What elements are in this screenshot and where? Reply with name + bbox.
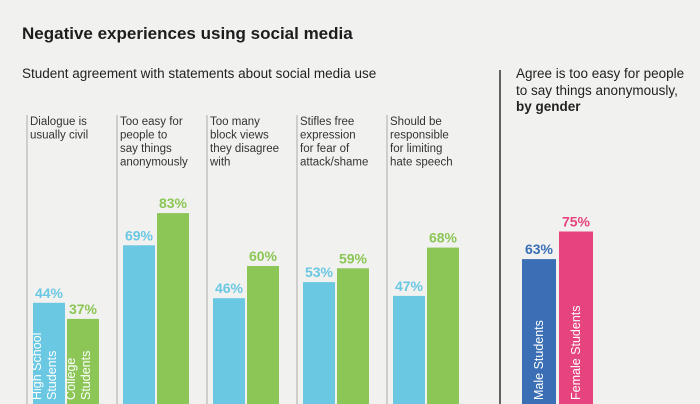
bar	[157, 213, 189, 404]
category-label: for limiting	[390, 143, 442, 155]
data-label: 53%	[305, 264, 334, 280]
chart-subtitle: Student agreement with statements about …	[22, 66, 377, 81]
data-label: 46%	[215, 280, 244, 296]
category-label: responsible	[390, 130, 449, 142]
data-label: 47%	[395, 278, 424, 294]
bar	[337, 268, 369, 404]
series-label: Students	[45, 351, 59, 400]
category-label: they disagree	[210, 143, 279, 155]
bar	[123, 245, 155, 404]
bar	[33, 302, 65, 404]
category-label: expression	[300, 130, 356, 142]
gender-subtitle-line-3: by gender	[516, 99, 581, 114]
category-label: Stifles free	[300, 116, 354, 128]
bar	[559, 231, 593, 404]
bar	[67, 318, 99, 404]
category-label: Dialogue is	[30, 116, 87, 128]
category-label: anonymously	[120, 157, 188, 169]
data-label: 69%	[125, 227, 154, 243]
series-label: Male Students	[532, 320, 546, 400]
bar	[247, 266, 279, 404]
gender-subtitle-line-1: Agree is too easy for people	[516, 66, 685, 81]
chart-title: Negative experiences using social media	[22, 24, 353, 43]
category-label: hate speech	[390, 157, 453, 169]
category-label: Too easy for	[120, 116, 183, 128]
category-label: with	[209, 157, 230, 169]
bar	[213, 298, 245, 404]
category-label: say things	[120, 143, 172, 155]
data-label: 60%	[249, 248, 278, 264]
bar	[303, 282, 335, 404]
category-label: usually civil	[30, 130, 88, 142]
bar	[427, 247, 459, 404]
category-label: Too many	[210, 116, 260, 128]
data-label: 68%	[429, 230, 458, 246]
series-label: College	[64, 358, 78, 400]
data-label: 37%	[69, 301, 98, 317]
category-label: block views	[210, 130, 269, 142]
series-label: Students	[79, 351, 93, 400]
bar	[393, 295, 425, 404]
data-label: 63%	[525, 241, 554, 257]
series-label: Female Students	[569, 306, 583, 401]
gender-chart-subtitle: Agree is too easy for people to say thin…	[516, 66, 696, 116]
category-label: for fear of	[300, 143, 350, 155]
data-label: 75%	[562, 214, 591, 230]
category-label: people to	[120, 130, 167, 142]
gender-subtitle-line-2: to say things anonymously,	[516, 82, 678, 98]
data-label: 83%	[159, 195, 188, 211]
category-label: Should be	[390, 116, 442, 128]
data-label: 44%	[35, 285, 64, 301]
series-label: High School	[30, 333, 44, 400]
data-label: 59%	[339, 250, 368, 266]
bar	[522, 259, 556, 404]
category-label: attack/shame	[300, 157, 368, 169]
